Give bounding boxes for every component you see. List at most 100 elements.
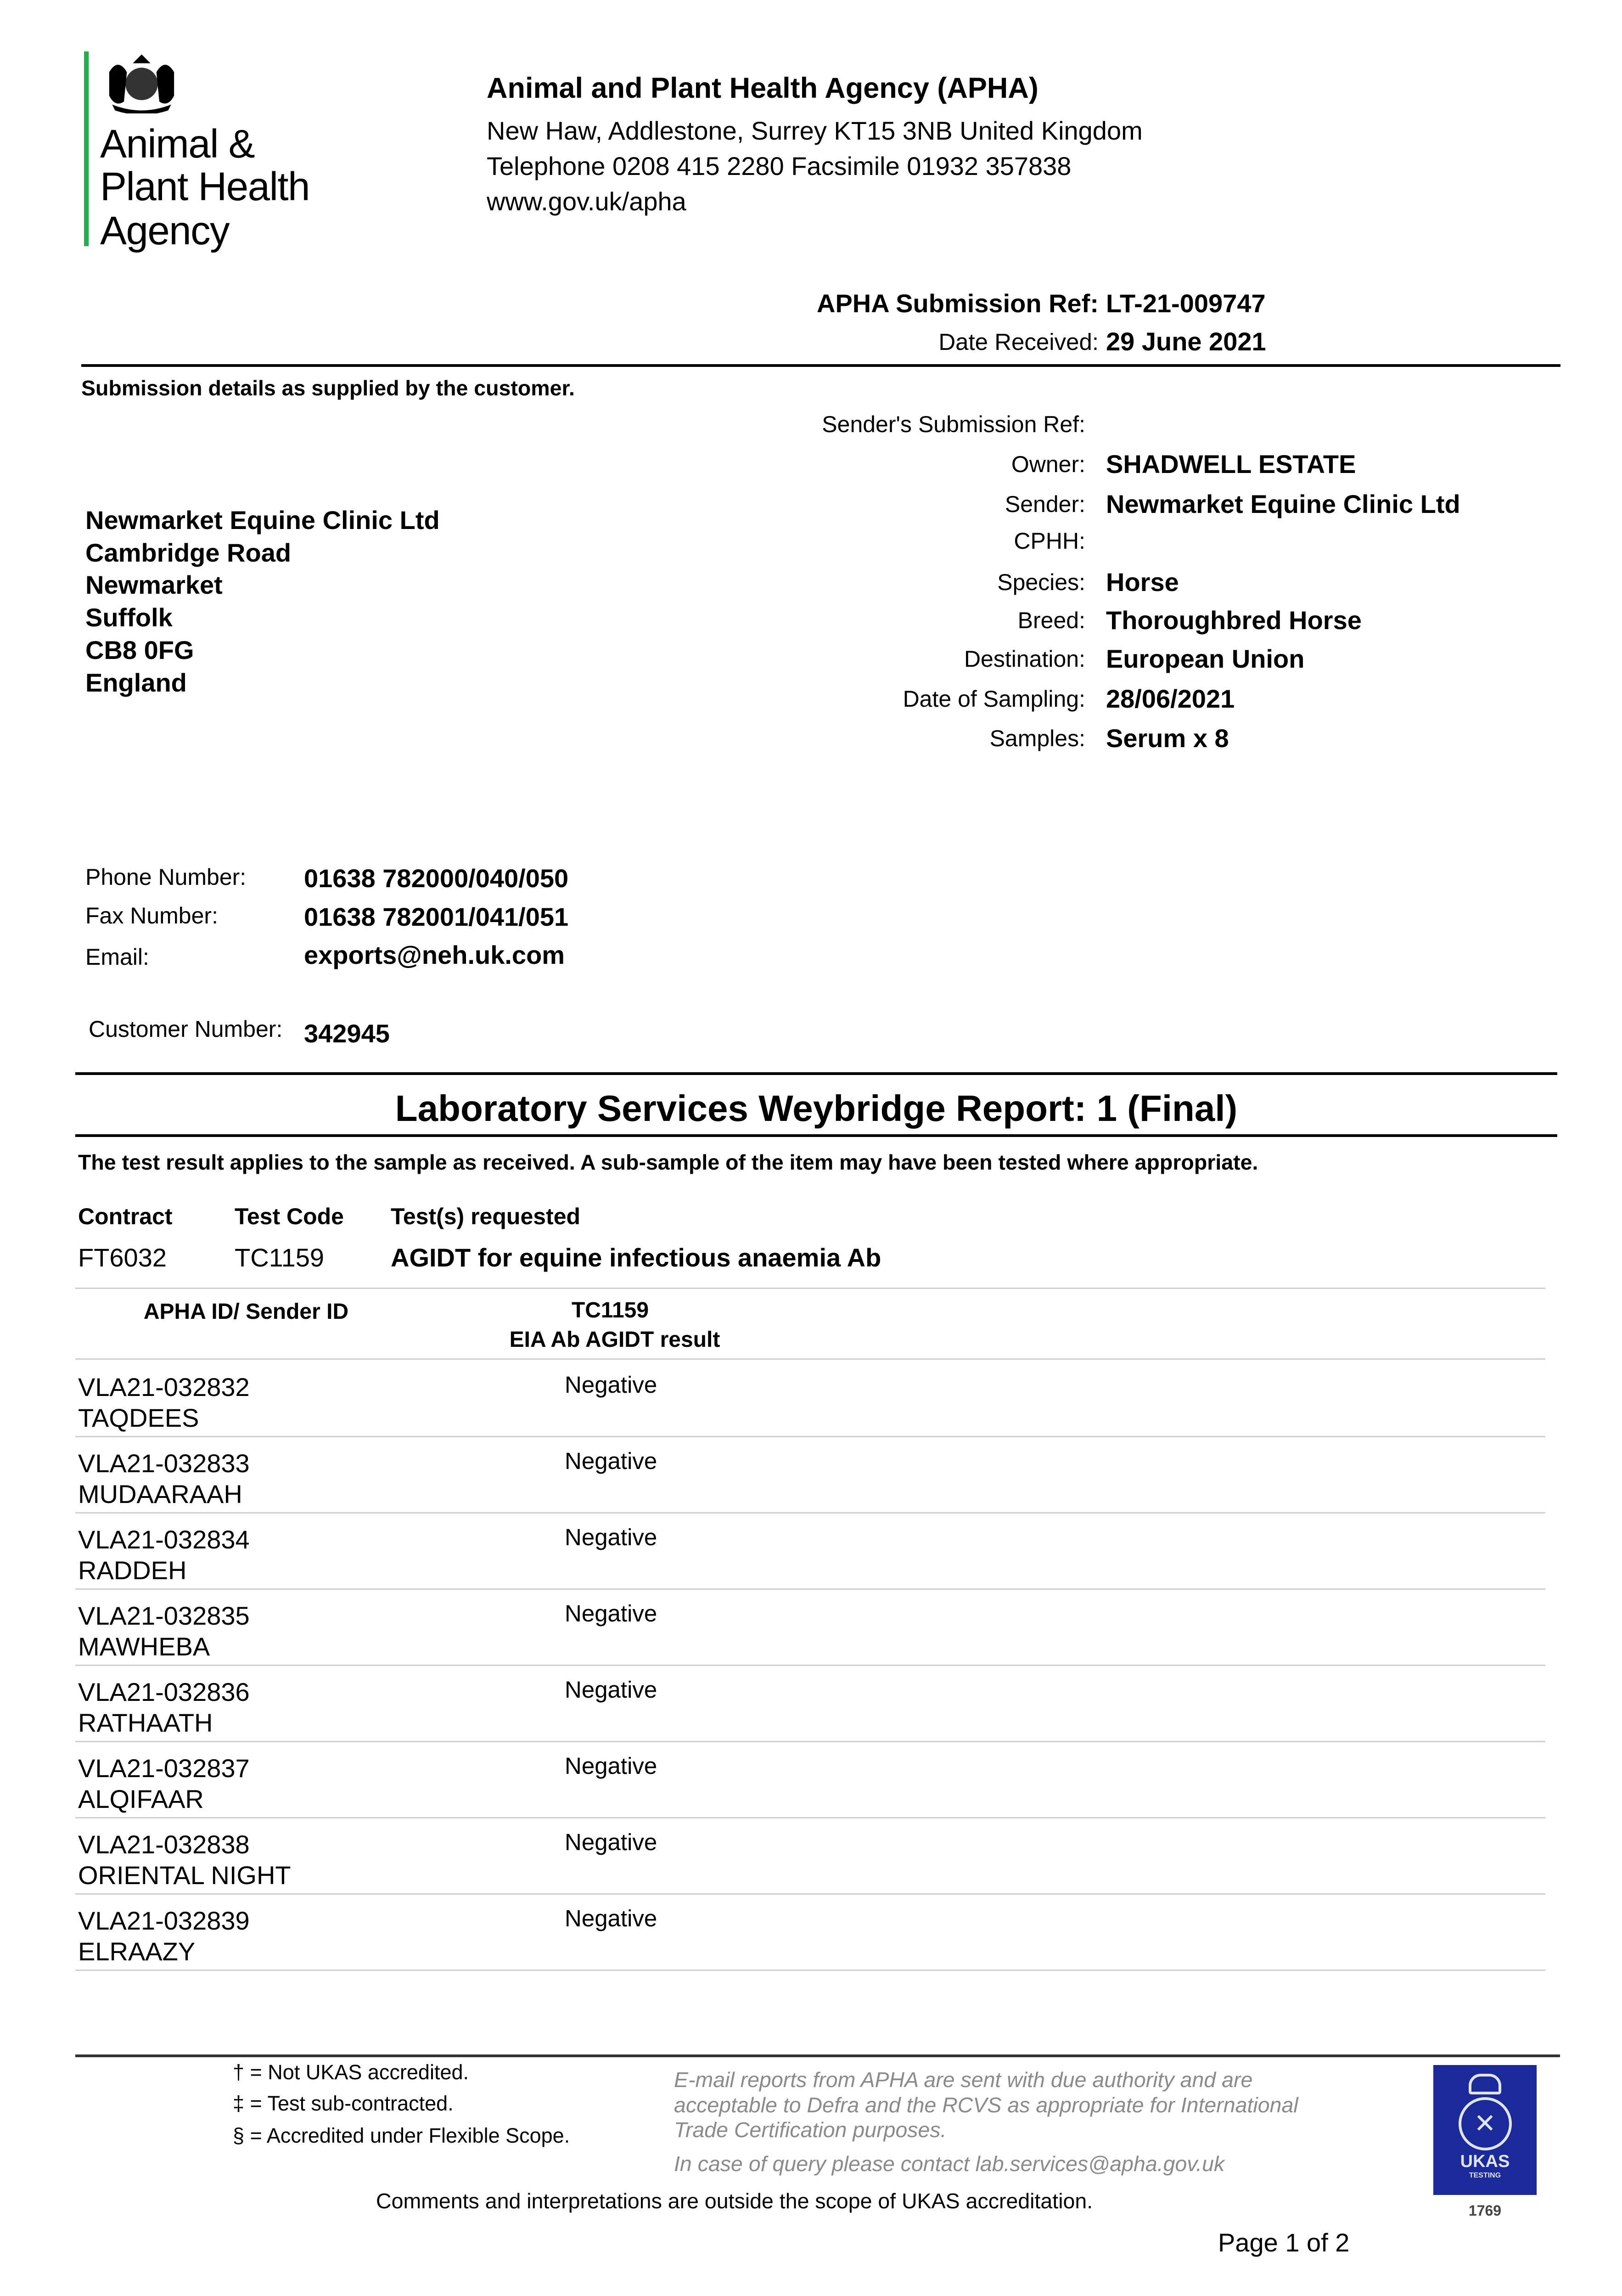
detail-label: Samples: <box>989 726 1085 751</box>
divider <box>81 364 1560 367</box>
address-line: Newmarket <box>85 570 223 599</box>
contract-value: FT6032 <box>78 1243 167 1272</box>
sender-id: ORIENTAL NIGHT <box>78 1861 291 1890</box>
detail-label: Sender's Submission Ref: <box>822 411 1085 437</box>
report-notice: The test result applies to the sample as… <box>78 1150 1258 1174</box>
detail-label: CPHH: <box>1014 528 1085 554</box>
table-row: VLA21-032839 ELRAAZY Negative <box>75 1895 1545 1971</box>
sender-id: RATHAATH <box>78 1708 213 1737</box>
divider <box>75 1072 1557 1075</box>
table-row: VLA21-032838 ORIENTAL NIGHT Negative <box>75 1818 1545 1895</box>
submission-ref-value: LT-21-009747 <box>1106 289 1266 318</box>
sender-id: MUDAARAAH <box>78 1480 242 1508</box>
result: Negative <box>565 1829 657 1855</box>
customer-number-value: 342945 <box>304 1019 390 1048</box>
email-note-3: Trade Certification purposes. <box>674 2118 947 2142</box>
email-label: Email: <box>85 944 149 970</box>
legend-not-accredited: † = Not UKAS accredited. <box>233 2060 469 2084</box>
legend-flexible-scope: § = Accredited under Flexible Scope. <box>233 2124 570 2147</box>
ukas-circle-icon: ✕ <box>1458 2097 1512 2150</box>
legend-subcontracted: ‡ = Test sub-contracted. <box>233 2092 454 2115</box>
detail-label: Date of Sampling: <box>903 686 1085 712</box>
sender-id: ALQIFAAR <box>78 1784 204 1813</box>
email-note-1: E-mail reports from APHA are sent with d… <box>674 2068 1253 2092</box>
column-header-test: TC1159 <box>571 1298 649 1322</box>
org-website[interactable]: www.gov.uk/apha <box>487 187 686 216</box>
divider <box>75 1358 1545 1360</box>
sample-id: VLA21-032833 <box>78 1449 250 1478</box>
address-line: Newmarket Equine Clinic Ltd <box>85 506 440 535</box>
crown-icon <box>1469 2074 1501 2094</box>
phone-label: Phone Number: <box>85 864 247 890</box>
sample-id: VLA21-032837 <box>78 1754 250 1783</box>
query-note: In case of query please contact lab.serv… <box>674 2152 1225 2176</box>
result: Negative <box>565 1448 657 1474</box>
contract-header: Contract <box>78 1204 173 1229</box>
ukas-sub: TESTING <box>1469 2172 1501 2179</box>
sender-id: RADDEH <box>78 1556 187 1585</box>
sample-id: VLA21-032836 <box>78 1677 250 1706</box>
date-received-value: 29 June 2021 <box>1106 327 1266 356</box>
detail-value: Serum x 8 <box>1106 724 1229 753</box>
logo-text-3: Agency <box>100 208 230 253</box>
sender-id: MAWHEBA <box>78 1632 210 1661</box>
org-address: New Haw, Addlestone, Surrey KT15 3NB Uni… <box>487 116 1143 145</box>
org-name: Animal and Plant Health Agency (APHA) <box>487 72 1038 104</box>
sample-id: VLA21-032835 <box>78 1601 250 1630</box>
fax-value: 01638 782001/041/051 <box>304 902 569 931</box>
email-value[interactable]: exports@neh.uk.com <box>304 940 565 969</box>
table-row: VLA21-032835 MAWHEBA Negative <box>75 1590 1545 1666</box>
detail-value: Horse <box>1106 568 1179 597</box>
logo-green-bar <box>84 51 89 246</box>
column-header-result: EIA Ab AGIDT result <box>509 1328 720 1352</box>
table-row: VLA21-032832 TAQDEES Negative <box>75 1361 1545 1437</box>
column-header-id: APHA ID/ Sender ID <box>143 1300 349 1324</box>
detail-value: Newmarket Equine Clinic Ltd <box>1106 490 1460 518</box>
result: Negative <box>565 1372 657 1398</box>
sample-id: VLA21-032839 <box>78 1906 250 1935</box>
sender-id: ELRAAZY <box>78 1937 196 1966</box>
address-line: Suffolk <box>85 603 173 632</box>
table-row: VLA21-032833 MUDAARAAH Negative <box>75 1437 1545 1514</box>
detail-value: European Union <box>1106 644 1305 673</box>
table-row: VLA21-032836 RATHAATH Negative <box>75 1666 1545 1742</box>
detail-label: Sender: <box>1005 491 1085 517</box>
sender-id: TAQDEES <box>78 1403 199 1432</box>
tests-requested-header: Test(s) requested <box>391 1204 581 1229</box>
sample-id: VLA21-032832 <box>78 1373 250 1401</box>
address-line: CB8 0FG <box>85 636 194 664</box>
detail-label: Owner: <box>1011 451 1085 477</box>
details-heading: Submission details as supplied by the cu… <box>81 376 575 400</box>
result: Negative <box>565 1905 657 1931</box>
report-title: Laboratory Services Weybridge Report: 1 … <box>395 1088 1238 1129</box>
logo-text-1: Animal & <box>100 122 255 166</box>
ukas-text: UKAS <box>1460 2152 1510 2171</box>
address-line: Cambridge Road <box>85 538 292 567</box>
phone-value: 01638 782000/040/050 <box>304 864 569 893</box>
table-row: VLA21-032837 ALQIFAAR Negative <box>75 1742 1545 1818</box>
date-received-label: Date Received: <box>938 329 1099 355</box>
result: Negative <box>565 1600 657 1626</box>
detail-label: Breed: <box>1017 608 1085 633</box>
tests-requested-value: AGIDT for equine infectious anaemia Ab <box>391 1243 881 1272</box>
coat-of-arms-icon <box>109 54 174 113</box>
detail-value: SHADWELL ESTATE <box>1106 450 1356 478</box>
result: Negative <box>565 1524 657 1550</box>
ukas-comments: Comments and interpretations are outside… <box>376 2189 1093 2213</box>
logo-text-2: Plant Health <box>100 164 310 209</box>
page-number: Page 1 of 2 <box>1218 2228 1350 2257</box>
footer-divider <box>75 2054 1560 2057</box>
sample-id: VLA21-032834 <box>78 1525 250 1554</box>
org-telephone: Telephone 0208 415 2280 Facsimile 01932 … <box>487 152 1072 180</box>
email-note-2: acceptable to Defra and the RCVS as appr… <box>674 2093 1298 2117</box>
divider <box>75 1288 1545 1289</box>
detail-value: 28/06/2021 <box>1106 684 1235 713</box>
customer-number-label: Customer Number: <box>89 1016 283 1042</box>
fax-label: Fax Number: <box>85 903 218 929</box>
detail-label: Species: <box>997 569 1085 595</box>
test-code-value: TC1159 <box>235 1243 325 1272</box>
submission-ref-label: APHA Submission Ref: <box>817 289 1099 318</box>
result: Negative <box>565 1753 657 1779</box>
divider <box>75 1134 1557 1137</box>
